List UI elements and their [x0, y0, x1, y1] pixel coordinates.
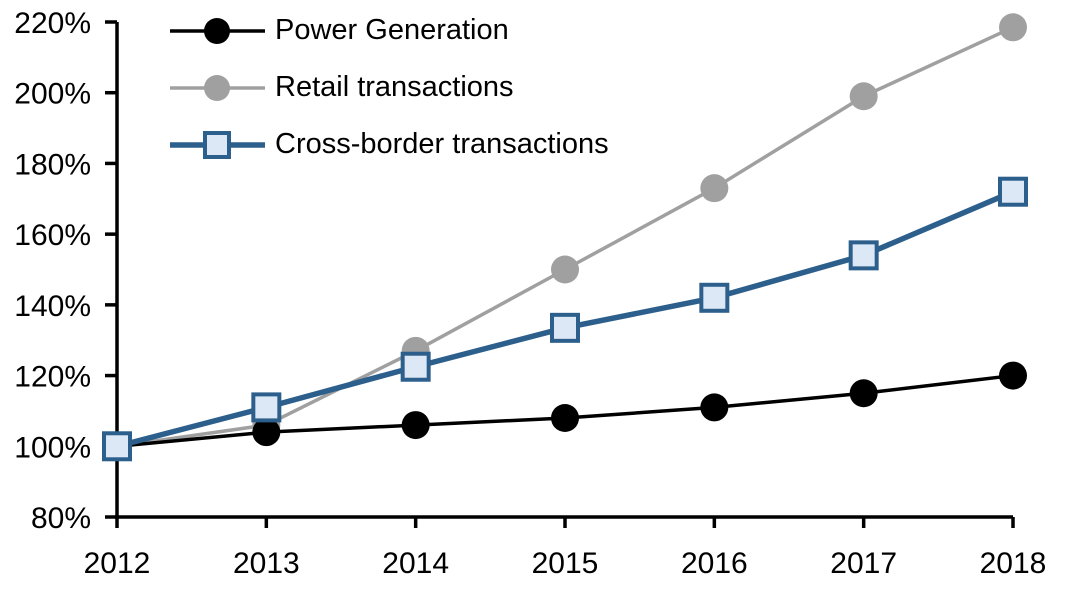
y-tick-label: 180% — [14, 148, 91, 181]
legend-label-power-generation: Power Generation — [275, 14, 509, 46]
data-point-retail-transactions — [849, 82, 878, 111]
legend-label-cross-border-transactions: Cross-border transactions — [275, 128, 609, 160]
x-tick-label: 2018 — [980, 547, 1047, 580]
data-point-cross-border-transactions — [848, 240, 879, 271]
y-tick-label: 120% — [14, 361, 91, 394]
data-point-power-generation — [700, 393, 729, 422]
legend-circle-marker — [204, 17, 230, 44]
data-point-power-generation — [849, 379, 878, 408]
legend-marker-power-generation — [170, 14, 265, 48]
legend: Power Generation Retail transactions Cro… — [170, 2, 609, 173]
data-point-power-generation — [401, 411, 430, 440]
data-point-power-generation — [252, 418, 281, 447]
cross-border-transactions-key-icon — [170, 130, 265, 159]
data-point-cross-border-transactions — [699, 282, 730, 313]
data-point-cross-border-transactions — [400, 351, 431, 382]
data-point-power-generation — [999, 361, 1027, 390]
data-point-power-generation — [551, 404, 579, 432]
data-point-retail-transactions — [551, 255, 579, 284]
y-tick-label: 200% — [14, 78, 91, 111]
y-tick-label: 80% — [31, 502, 91, 535]
x-tick-label: 2013 — [233, 547, 300, 580]
data-point-cross-border-transactions — [251, 392, 282, 423]
data-point-retail-transactions — [700, 174, 729, 203]
x-tick-label: 2012 — [84, 547, 151, 580]
x-tick-label: 2017 — [830, 547, 897, 580]
x-tick-label: 2014 — [382, 547, 449, 580]
x-tick-label: 2016 — [681, 547, 748, 580]
legend-marker-cross-border-transactions — [170, 128, 265, 162]
legend-label-retail-transactions: Retail transactions — [275, 71, 514, 103]
legend-item-power-generation: Power Generation — [170, 2, 609, 59]
x-tick-label: 2015 — [532, 547, 599, 580]
legend-item-cross-border-transactions: Cross-border transactions — [170, 116, 609, 173]
data-point-cross-border-transactions — [998, 176, 1028, 207]
legend-marker-retail-transactions — [170, 71, 265, 105]
legend-item-retail-transactions: Retail transactions — [170, 59, 609, 116]
y-tick-label: 160% — [14, 219, 91, 252]
data-point-retail-transactions — [999, 13, 1027, 42]
legend-circle-marker — [204, 74, 230, 101]
y-tick-label: 100% — [14, 431, 91, 464]
y-tick-label: 220% — [14, 7, 91, 40]
power-generation-key-icon — [170, 17, 265, 44]
data-point-cross-border-transactions — [550, 312, 580, 343]
retail-transactions-key-icon — [170, 74, 265, 101]
legend-square-marker — [203, 130, 231, 159]
y-tick-label: 140% — [14, 290, 91, 323]
data-point-cross-border-transactions — [102, 431, 132, 462]
